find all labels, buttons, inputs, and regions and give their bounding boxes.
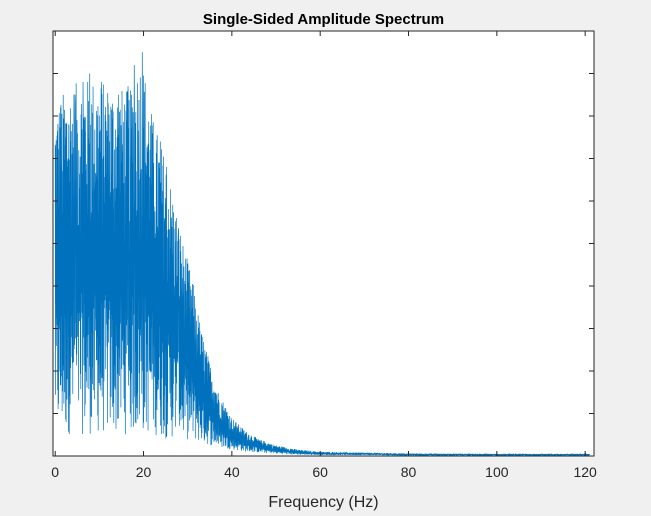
- chart-title: Single-Sided Amplitude Spectrum: [203, 11, 444, 28]
- x-axis: 0 20 40 60 80 100 120: [51, 31, 597, 480]
- x-tick-label: 120: [573, 464, 597, 480]
- series-layer: [54, 52, 590, 457]
- x-tick-label: 0: [51, 464, 59, 480]
- x-axis-label: Frequency (Hz): [268, 494, 378, 511]
- x-tick-label: 40: [224, 464, 240, 480]
- x-tick-label: 100: [485, 464, 509, 480]
- x-tick-label: 80: [401, 464, 417, 480]
- series-line-spectrum: [54, 52, 590, 457]
- x-tick-label: 60: [312, 464, 328, 480]
- y-axis: [53, 73, 594, 414]
- x-tick-label: 20: [136, 464, 152, 480]
